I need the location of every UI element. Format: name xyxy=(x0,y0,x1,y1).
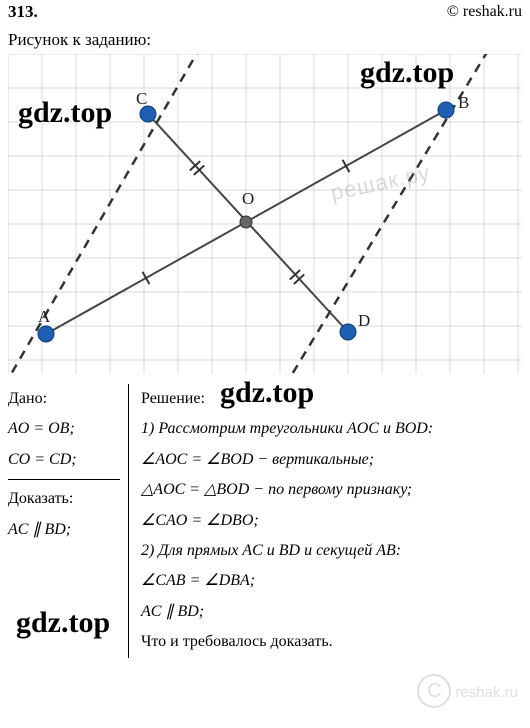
reshak-badge: Creshak.ru xyxy=(417,674,518,708)
divider xyxy=(8,479,120,480)
figure-label: Рисунок к заданию: xyxy=(0,24,530,54)
copyright-icon: C xyxy=(417,674,451,708)
given-label: Дано: xyxy=(8,384,120,414)
given-line: AO = OB; xyxy=(8,414,120,444)
copyright-text: © reshak.ru xyxy=(447,3,522,21)
proof-block: Дано: AO = OB; CO = CD; Доказать: AC ∥ B… xyxy=(0,374,530,658)
geometry-diagram: A B C D O xyxy=(8,54,522,374)
svg-text:A: A xyxy=(38,307,51,326)
svg-text:C: C xyxy=(136,89,147,108)
prove-line: AC ∥ BD; xyxy=(8,515,120,545)
solution-line: 2) Для прямых AC и BD и секущей AB: xyxy=(141,536,522,566)
solution-line: 1) Рассмотрим треугольники AOC и BOD: xyxy=(141,414,522,444)
solution-line: AC ∥ BD; xyxy=(141,597,522,627)
solution-label: Решение: xyxy=(141,384,522,414)
problem-number: 313. xyxy=(8,2,38,22)
solution-line: ∠AOC = ∠BOD − вертикальные; xyxy=(141,445,522,475)
svg-text:O: O xyxy=(242,189,254,208)
solution-line: △AOC = △BOD − по первому признаку; xyxy=(141,475,522,505)
solution-line: Что и требовалось доказать. xyxy=(141,627,522,657)
solution-line: ∠CAO = ∠DBO; xyxy=(141,506,522,536)
given-line: CO = CD; xyxy=(8,445,120,475)
solution-line: ∠CAB = ∠DBA; xyxy=(141,566,522,596)
svg-text:D: D xyxy=(358,311,370,330)
prove-label: Доказать: xyxy=(8,484,120,514)
svg-text:B: B xyxy=(458,93,469,112)
